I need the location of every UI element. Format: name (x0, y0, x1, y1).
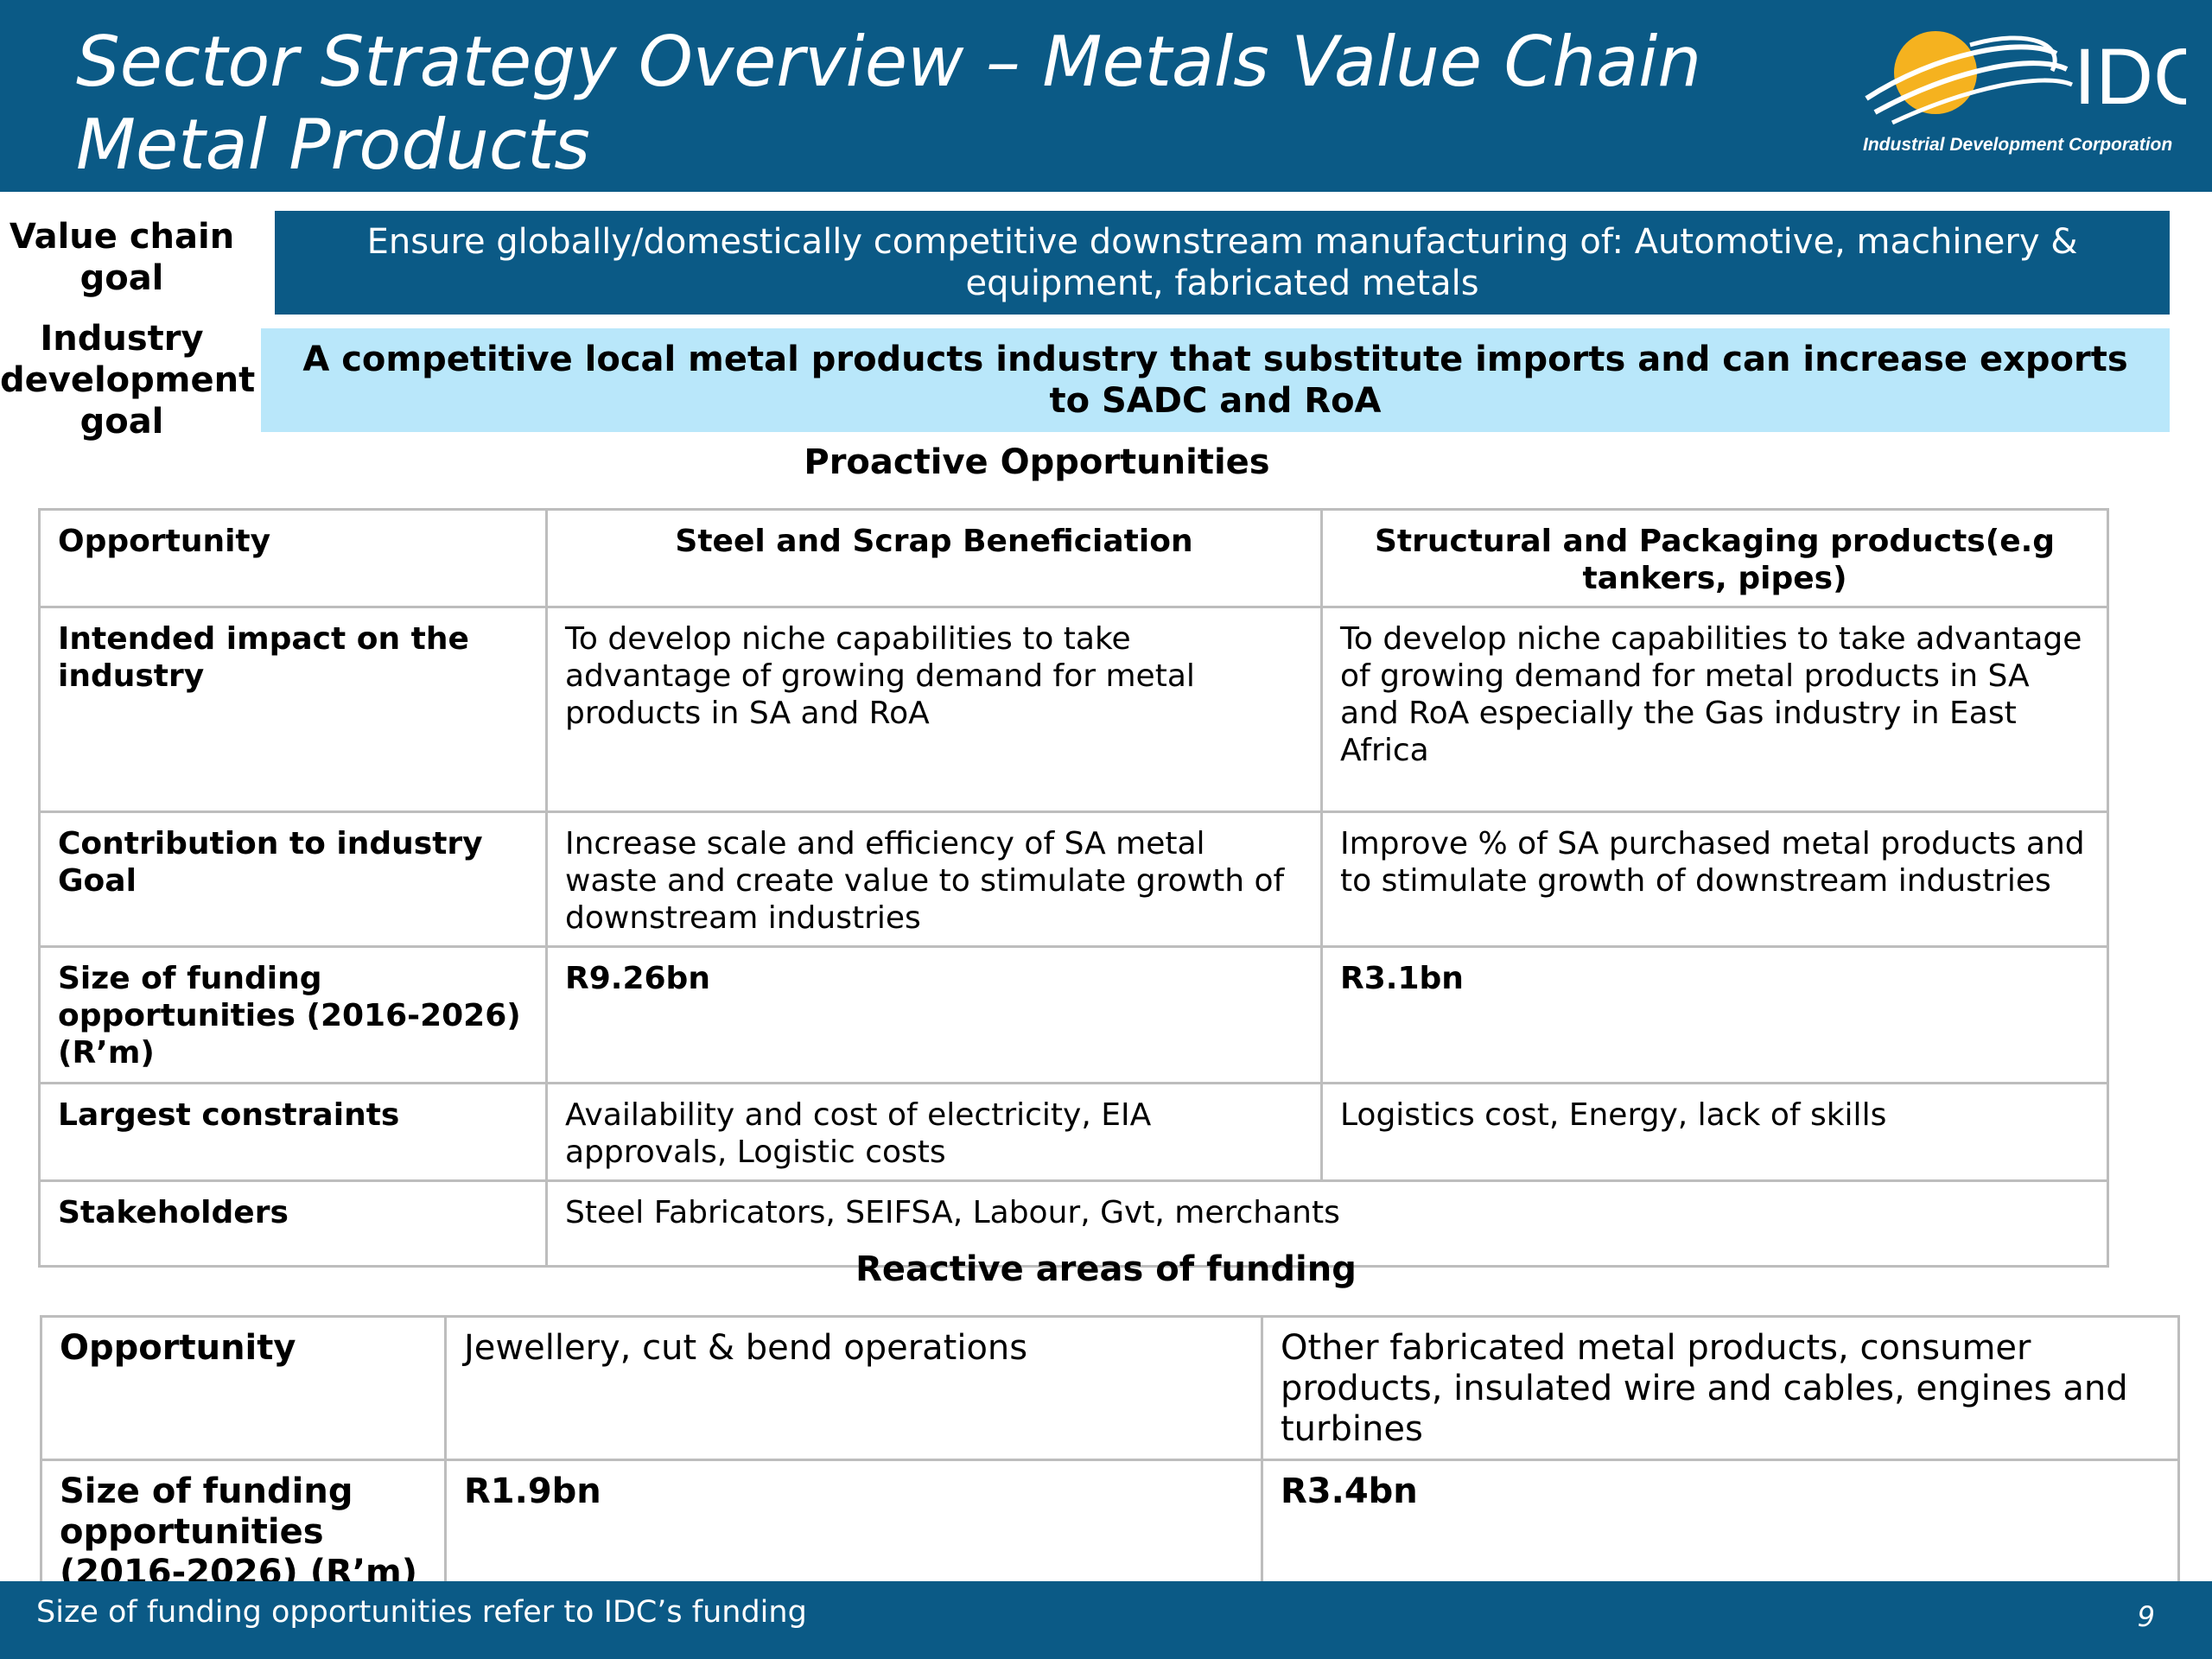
table-cell: Steel Fabricators, SEIFSA, Labour, Gvt, … (545, 1179, 2109, 1268)
row-header: Stakeholders (38, 1179, 548, 1268)
table-row: Opportunity Steel and Scrap Beneficiatio… (38, 508, 2109, 608)
column-header: Steel and Scrap Beneficiation (545, 508, 1323, 608)
page-number: 9 (2137, 1600, 2155, 1633)
logo-text: IDC (2074, 33, 2186, 121)
logo-caption: Industrial Development Corporation (1863, 135, 2173, 155)
footer-note: Size of funding opportunities refer to I… (36, 1595, 807, 1630)
footer-bar (0, 1581, 2212, 1659)
reactive-funding-table: Opportunity Jewellery, cut & bend operat… (40, 1315, 2180, 1651)
funding-value: R3.1bn (1320, 945, 2109, 1084)
slide-header: Sector Strategy Overview – Metals Value … (0, 0, 2212, 192)
row-header: Contribution to industry Goal (38, 810, 548, 948)
table-cell: Other fabricated metal products, consume… (1261, 1315, 2180, 1461)
table-cell: To develop niche capabilities to take ad… (545, 606, 1323, 813)
table-cell: Availability and cost of electricity, EI… (545, 1082, 1323, 1182)
table-row: Contribution to industry Goal Increase s… (38, 810, 2109, 948)
table-cell: Increase scale and efficiency of SA meta… (545, 810, 1323, 948)
table-row: Largest constraints Availability and cos… (38, 1082, 2109, 1182)
idc-logo: IDC (1865, 31, 2186, 125)
reactive-section-title: Reactive areas of funding (855, 1249, 1357, 1289)
title-line-1: Sector Strategy Overview – Metals Value … (76, 22, 1702, 102)
table-cell: Jewellery, cut & bend operations (444, 1315, 1263, 1461)
row-header: Size of funding opportunities (2016-2026… (38, 945, 548, 1084)
table-cell: To develop niche capabilities to take ad… (1320, 606, 2109, 813)
column-header: Structural and Packaging products(e.g ta… (1320, 508, 2109, 608)
industry-goal-box: A competitive local metal products indus… (261, 328, 2170, 432)
row-header: Largest constraints (38, 1082, 548, 1182)
row-header: Opportunity (38, 508, 548, 608)
value-chain-goal-box: Ensure globally/domestically competitive… (275, 211, 2170, 315)
table-cell: Improve % of SA purchased metal products… (1320, 810, 2109, 948)
value-chain-goal-label: Value chain goal (9, 217, 235, 298)
table-row: Stakeholders Steel Fabricators, SEIFSA, … (38, 1179, 2109, 1268)
table-cell: Logistics cost, Energy, lack of skills (1320, 1082, 2109, 1182)
table-row: Size of funding opportunities (2016-2026… (38, 945, 2109, 1084)
row-header: Opportunity (40, 1315, 447, 1461)
industry-goal-label: Industry development goal (0, 319, 256, 442)
slide-title: Sector Strategy Overview – Metals Value … (76, 21, 1804, 187)
row-header: Intended impact on the industry (38, 606, 548, 813)
table-row: Intended impact on the industry To devel… (38, 606, 2109, 813)
table-row: Opportunity Jewellery, cut & bend operat… (40, 1315, 2180, 1461)
proactive-section-title: Proactive Opportunities (804, 442, 1270, 482)
value-chain-goal-text: Ensure globally/domestically competitive… (366, 222, 2078, 303)
funding-value: R9.26bn (545, 945, 1323, 1084)
industry-goal-text: A competitive local metal products indus… (302, 340, 2128, 421)
title-line-2: Metal Products (76, 105, 590, 185)
proactive-opportunities-table: Opportunity Steel and Scrap Beneficiatio… (38, 508, 2109, 1268)
